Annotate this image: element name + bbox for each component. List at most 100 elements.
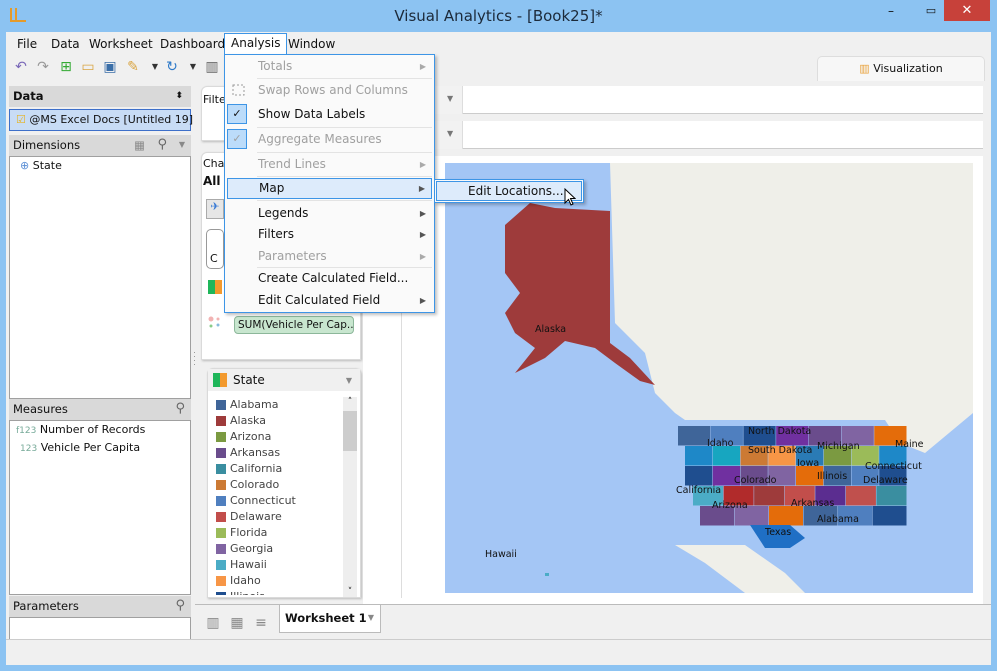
menu-file[interactable]: File bbox=[17, 37, 38, 51]
state-region[interactable] bbox=[712, 446, 740, 466]
menu-item-show-data-labels[interactable]: Show Data Labels ✓ bbox=[227, 104, 432, 125]
table-view-icon[interactable]: ▦ bbox=[134, 138, 145, 152]
connect-dropdown-icon[interactable]: ▼ bbox=[151, 62, 159, 71]
state-region[interactable] bbox=[769, 506, 803, 526]
state-region[interactable] bbox=[710, 426, 743, 446]
legend-item[interactable]: Alabama bbox=[216, 397, 341, 413]
legend-item[interactable]: Arkansas bbox=[216, 445, 341, 461]
state-region[interactable] bbox=[754, 486, 785, 506]
new-icon[interactable]: ⊞ bbox=[60, 59, 72, 75]
legend-item[interactable]: Connecticut bbox=[216, 493, 341, 509]
menu-item-map[interactable]: Map ▶ bbox=[227, 178, 432, 199]
state-region[interactable] bbox=[851, 466, 879, 486]
save-icon[interactable]: ▣ bbox=[103, 59, 117, 75]
menu-item-edit-locations[interactable]: Edit Locations... bbox=[436, 181, 582, 201]
new-worksheet-icon[interactable]: ▥ bbox=[206, 615, 220, 631]
map-chart-icon[interactable]: ✈ bbox=[206, 199, 224, 219]
state-region[interactable] bbox=[768, 446, 796, 466]
state-region[interactable] bbox=[879, 466, 907, 486]
state-alaska[interactable] bbox=[505, 203, 655, 385]
state-region[interactable] bbox=[678, 426, 711, 446]
new-dashboard-icon[interactable]: ▦ bbox=[230, 615, 244, 631]
maximize-button[interactable]: ▭ bbox=[925, 4, 937, 17]
legend-item[interactable]: Hawaii bbox=[216, 557, 341, 573]
search-icon[interactable]: ⚲ bbox=[175, 401, 185, 416]
state-region[interactable] bbox=[776, 426, 809, 446]
redo-icon[interactable]: ↷ bbox=[37, 59, 49, 75]
menu-window[interactable]: Window bbox=[288, 37, 336, 51]
state-region[interactable] bbox=[876, 486, 907, 506]
measure-item[interactable]: 123 Vehicle Per Capita bbox=[16, 441, 184, 459]
legend-item[interactable]: Florida bbox=[216, 525, 341, 541]
search-icon[interactable]: ⚲ bbox=[157, 137, 167, 152]
state-region[interactable] bbox=[743, 426, 776, 446]
menu-data[interactable]: Data bbox=[51, 37, 80, 51]
legend-item[interactable]: Colorado bbox=[216, 477, 341, 493]
shelf-dropdown-icon[interactable]: ▼ bbox=[447, 94, 454, 103]
sheet-list-icon[interactable]: ≡ bbox=[255, 615, 267, 631]
rows-shelf[interactable]: ▼ bbox=[363, 121, 983, 149]
tab-dropdown-icon[interactable]: ▼ bbox=[367, 613, 374, 622]
state-region[interactable] bbox=[693, 486, 724, 506]
datasource-item[interactable]: ☑ @MS Excel Docs [Untitled 19] bbox=[9, 109, 193, 131]
state-region[interactable] bbox=[823, 466, 851, 486]
menu-item-totals[interactable]: Totals ▶ bbox=[227, 56, 432, 77]
state-region[interactable] bbox=[685, 446, 713, 466]
state-region[interactable] bbox=[712, 466, 740, 486]
connect-data-icon[interactable]: ✎ bbox=[127, 59, 139, 75]
state-hawaii[interactable] bbox=[545, 573, 549, 576]
scroll-thumb[interactable] bbox=[343, 411, 357, 451]
state-region[interactable] bbox=[734, 506, 769, 526]
dimension-item-state[interactable]: ⊕ State bbox=[20, 159, 180, 172]
state-region[interactable] bbox=[723, 486, 754, 506]
state-region[interactable] bbox=[803, 506, 838, 526]
legend-item[interactable]: Georgia bbox=[216, 541, 341, 557]
shelf-dropdown-icon[interactable]: ▼ bbox=[447, 129, 454, 138]
menu-item-swap-rows-and-columns[interactable]: Swap Rows and Columns bbox=[227, 80, 432, 101]
open-folder-icon[interactable]: ▭ bbox=[81, 59, 95, 75]
splitter-handle[interactable] bbox=[193, 352, 196, 366]
scroll-up-icon[interactable]: ˄ bbox=[347, 397, 353, 407]
state-region[interactable] bbox=[872, 506, 907, 526]
state-region[interactable] bbox=[851, 446, 879, 466]
menu-item-edit-calculated-field[interactable]: Edit Calculated Field ▶ bbox=[227, 290, 432, 311]
menu-item-filters[interactable]: Filters ▶ bbox=[227, 224, 432, 245]
menu-analysis[interactable]: Analysis bbox=[224, 33, 288, 55]
legend-dropdown-icon[interactable]: ▼ bbox=[345, 375, 352, 385]
refresh-icon[interactable]: ↻ bbox=[166, 59, 178, 75]
legend-item[interactable]: Idaho bbox=[216, 573, 341, 589]
menu-item-legends[interactable]: Legends ▶ bbox=[227, 203, 432, 224]
measure-item[interactable]: f123 Number of Records bbox=[16, 423, 184, 441]
measure-pill[interactable]: SUM(Vehicle Per Cap... bbox=[234, 316, 354, 334]
sort-icon[interactable]: ⬍ bbox=[175, 91, 183, 101]
legend-item[interactable]: Arizona bbox=[216, 429, 341, 445]
close-button[interactable]: ✕ bbox=[944, 0, 990, 21]
minimize-button[interactable]: – bbox=[888, 4, 894, 18]
state-region[interactable] bbox=[796, 466, 824, 486]
state-region[interactable] bbox=[841, 426, 874, 446]
choropleth-map[interactable]: Alaska Idaho North Dakota South Dakota Michi… bbox=[445, 163, 973, 593]
legend-item[interactable]: Delaware bbox=[216, 509, 341, 525]
menu-dashboard[interactable]: Dashboard bbox=[160, 37, 226, 51]
legend-item[interactable]: Illinois bbox=[216, 589, 341, 595]
columns-shelf[interactable]: ▼ bbox=[363, 86, 983, 114]
menu-item-create-calculated-field[interactable]: Create Calculated Field... bbox=[227, 268, 432, 289]
state-region[interactable] bbox=[784, 486, 815, 506]
menu-worksheet[interactable]: Worksheet bbox=[89, 37, 153, 51]
state-region[interactable] bbox=[815, 486, 846, 506]
state-region[interactable] bbox=[845, 486, 876, 506]
legend-item[interactable]: Alaska bbox=[216, 413, 341, 429]
search-icon[interactable]: ⚲ bbox=[175, 598, 185, 613]
refresh-dropdown-icon[interactable]: ▼ bbox=[189, 62, 197, 71]
state-region[interactable] bbox=[838, 506, 872, 526]
state-region[interactable] bbox=[796, 446, 824, 466]
state-region[interactable] bbox=[700, 506, 734, 526]
menu-item-aggregate-measures[interactable]: Aggregate Measures ✓ bbox=[227, 129, 432, 150]
menu-item-parameters[interactable]: Parameters ▶ bbox=[227, 246, 432, 267]
state-region[interactable] bbox=[768, 466, 796, 486]
state-texas[interactable] bbox=[750, 525, 805, 548]
legend-item[interactable]: California bbox=[216, 461, 341, 477]
undo-icon[interactable]: ↶ bbox=[15, 59, 27, 75]
state-region[interactable] bbox=[808, 426, 842, 446]
dropdown-icon[interactable]: ▼ bbox=[178, 140, 185, 149]
